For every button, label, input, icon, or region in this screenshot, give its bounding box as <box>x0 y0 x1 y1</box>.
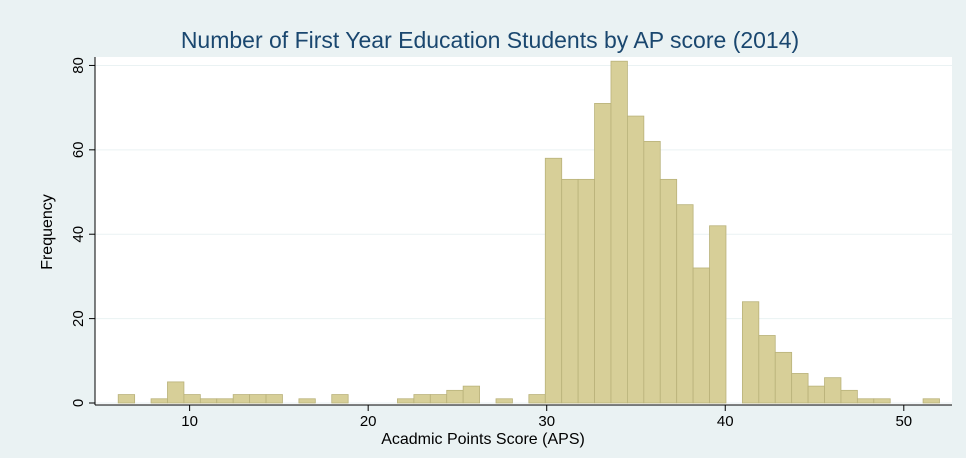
x-tick-label: 50 <box>895 413 912 430</box>
chart-title: Number of First Year Education Students … <box>181 27 799 53</box>
y-tick-label: 0 <box>70 399 87 407</box>
bar <box>774 351 793 404</box>
bar <box>117 394 136 404</box>
y-tick-label: 40 <box>70 226 87 243</box>
x-tick-label: 20 <box>360 413 377 430</box>
bar <box>446 389 464 404</box>
bar <box>692 267 710 404</box>
y-tick-label: 60 <box>70 141 87 158</box>
bar <box>610 60 628 404</box>
bar <box>873 398 891 404</box>
bar <box>150 398 168 404</box>
bar <box>249 394 267 404</box>
bar <box>807 385 825 404</box>
bar <box>544 157 563 404</box>
bar <box>561 178 579 404</box>
bar <box>413 394 431 404</box>
bar <box>791 373 809 404</box>
x-tick-label: 10 <box>181 413 198 430</box>
x-tick-label: 30 <box>538 413 555 430</box>
bar <box>265 394 283 404</box>
bar <box>758 335 776 404</box>
bar <box>232 394 251 404</box>
y-axis-label: Frequency <box>39 194 56 270</box>
bar <box>856 398 875 404</box>
bar <box>462 385 480 404</box>
bar <box>397 398 415 404</box>
bar <box>594 103 612 404</box>
bar <box>676 204 694 404</box>
x-tick-label: 40 <box>717 413 734 430</box>
bar <box>824 377 842 404</box>
y-tick-label: 80 <box>70 57 87 74</box>
bar <box>922 398 940 404</box>
bar <box>167 381 185 404</box>
bar <box>429 394 448 404</box>
bar <box>709 225 727 404</box>
bar <box>577 178 595 404</box>
bar <box>298 398 316 404</box>
x-axis-label: Acadmic Points Score (APS) <box>381 431 585 448</box>
y-tick-label: 20 <box>70 310 87 327</box>
plot-area <box>95 57 952 405</box>
bar <box>627 115 645 404</box>
bar <box>741 301 760 404</box>
bar <box>840 389 858 404</box>
bar <box>216 398 234 404</box>
bar <box>495 398 513 404</box>
bar <box>331 394 349 404</box>
bar <box>643 140 661 404</box>
bar <box>199 398 218 404</box>
bar <box>183 394 201 404</box>
bar <box>659 178 678 404</box>
bar <box>528 394 546 404</box>
